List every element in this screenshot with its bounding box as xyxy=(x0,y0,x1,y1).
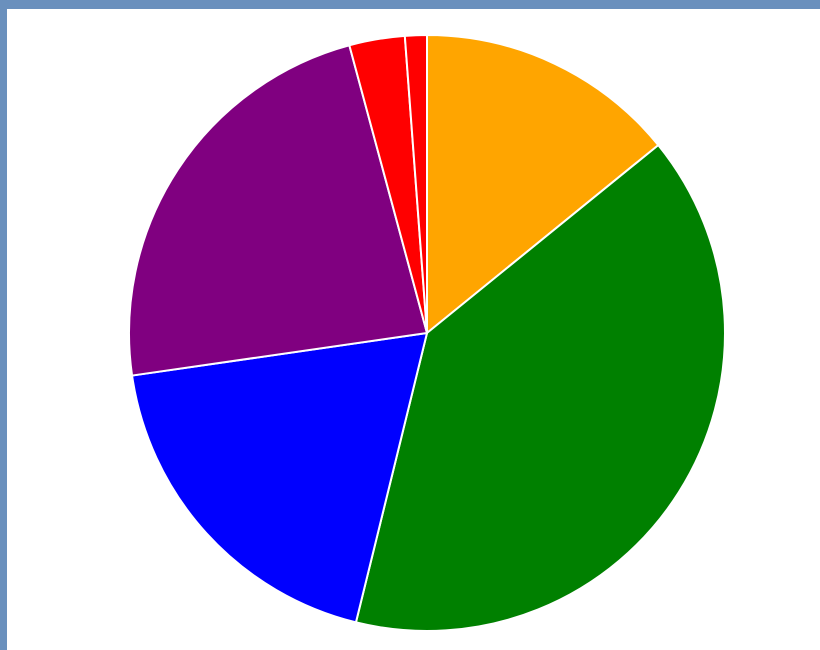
pie-slices xyxy=(128,34,726,632)
pie-slice-3 xyxy=(131,332,428,624)
pie-slice-2 xyxy=(354,144,726,632)
pie-slice-1 xyxy=(426,34,660,334)
pie-slice-6 xyxy=(403,34,428,334)
pie-slice-4 xyxy=(128,44,428,377)
